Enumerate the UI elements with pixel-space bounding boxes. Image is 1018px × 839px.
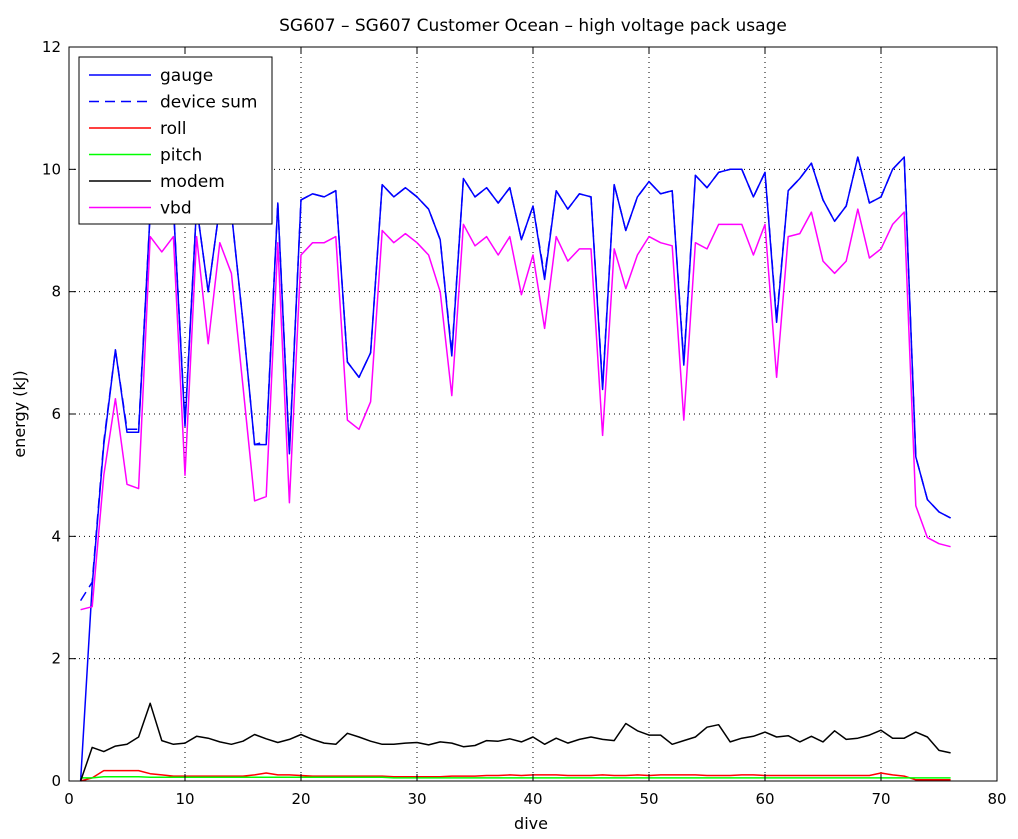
legend-label: device sum bbox=[160, 93, 257, 113]
legend-label: vbd bbox=[160, 199, 192, 219]
x-tick-label: 80 bbox=[987, 790, 1006, 808]
y-tick-label: 8 bbox=[51, 283, 61, 301]
x-tick-label: 0 bbox=[64, 790, 74, 808]
x-tick-label: 70 bbox=[871, 790, 890, 808]
chart-title: SG607 – SG607 Customer Ocean – high volt… bbox=[279, 16, 787, 36]
y-tick-label: 10 bbox=[42, 160, 61, 178]
legend-label: pitch bbox=[160, 146, 202, 166]
legend-box bbox=[78, 56, 273, 225]
x-tick-label: 50 bbox=[639, 790, 658, 808]
x-tick-label: 10 bbox=[175, 790, 194, 808]
legend-label: roll bbox=[160, 119, 186, 139]
series-modem bbox=[79, 702, 951, 782]
y-tick-label: 0 bbox=[51, 772, 61, 790]
x-tick-label: 60 bbox=[755, 790, 774, 808]
series-vbd bbox=[80, 208, 951, 611]
series-pitch bbox=[80, 775, 951, 779]
y-tick-label: 12 bbox=[42, 38, 61, 56]
ticks: 0 10 20 30 40 50 60 70 80 0 2 4 6 8 10 12 bbox=[42, 38, 1007, 808]
y-tick-label: 6 bbox=[51, 405, 61, 423]
legend-label: modem bbox=[160, 172, 225, 192]
x-tick-label: 40 bbox=[523, 790, 542, 808]
x-tick-label: 30 bbox=[407, 790, 426, 808]
x-tick-label: 20 bbox=[291, 790, 310, 808]
legend: gauge device sum roll pitch modem vbd bbox=[78, 56, 273, 225]
legend-label: gauge bbox=[160, 66, 213, 86]
y-axis-label: energy (kJ) bbox=[10, 370, 29, 457]
x-axis-label: dive bbox=[514, 814, 548, 833]
y-tick-label: 4 bbox=[51, 527, 61, 545]
y-tick-label: 2 bbox=[51, 650, 61, 668]
series-roll bbox=[80, 769, 951, 782]
